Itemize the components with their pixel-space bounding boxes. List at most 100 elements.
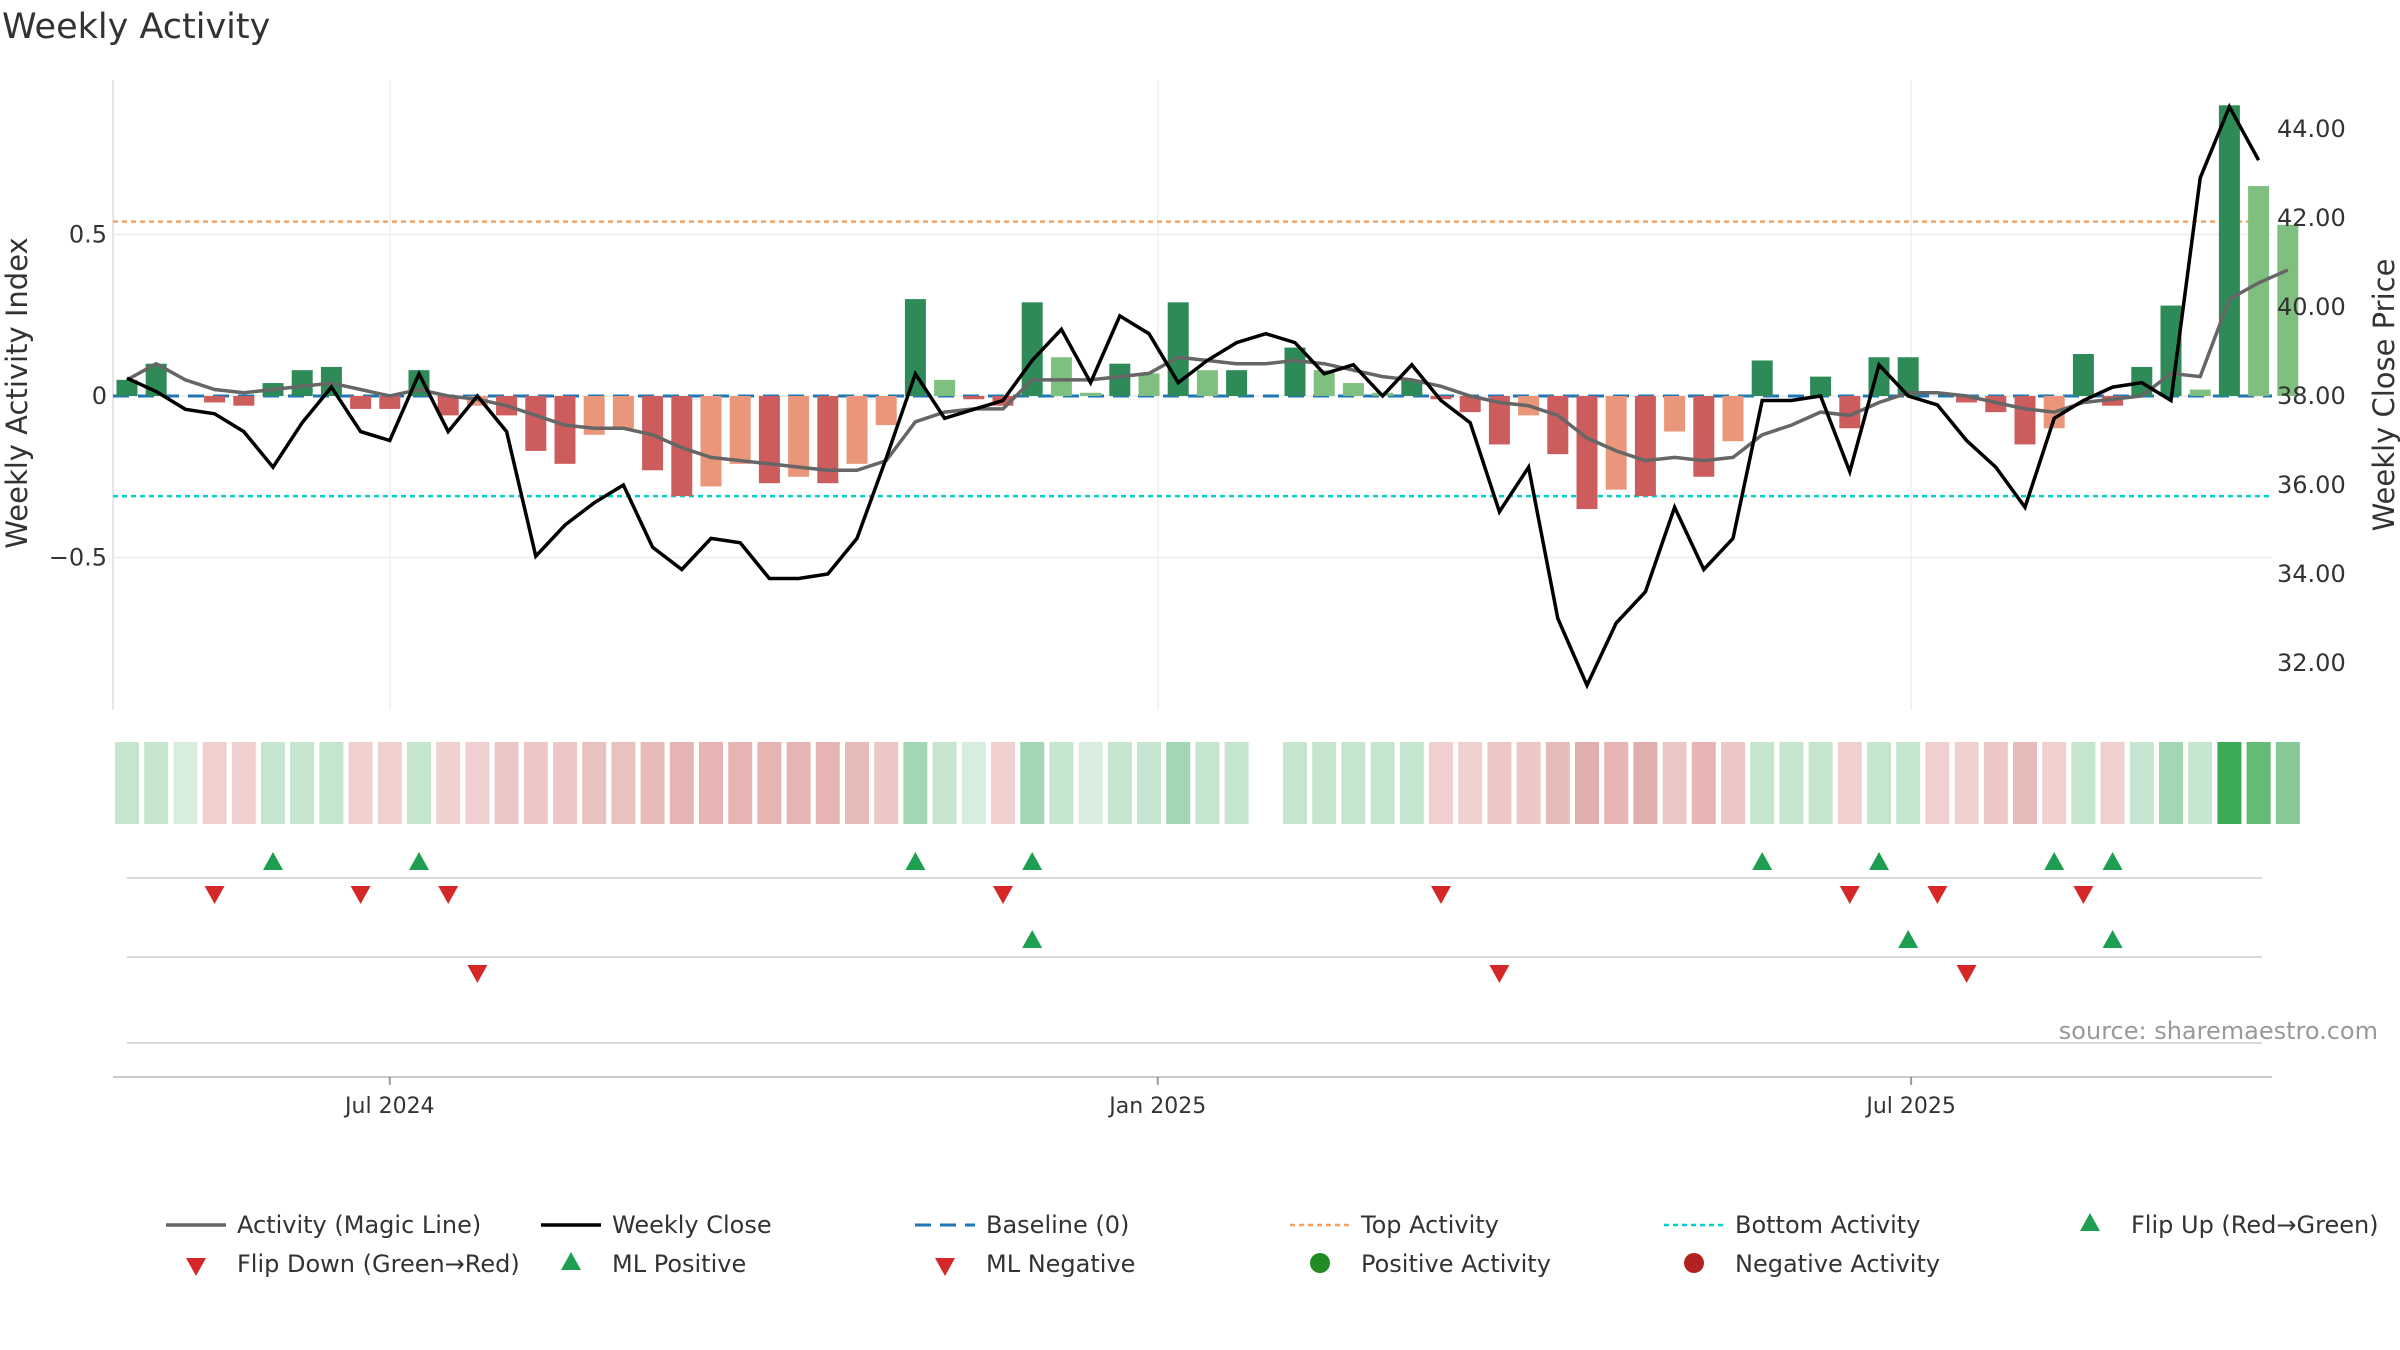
activity-bar bbox=[1196, 370, 1218, 396]
heatmap-cell bbox=[1721, 742, 1745, 824]
activity-bar bbox=[1576, 396, 1598, 510]
heatmap-cell bbox=[2013, 742, 2037, 824]
left-tick-label: 0.5 bbox=[69, 221, 107, 249]
legend-item: Activity (Magic Line) bbox=[166, 1211, 481, 1239]
signal-markers bbox=[204, 852, 2123, 983]
heatmap-cell bbox=[144, 742, 169, 824]
heatmap-cell bbox=[1662, 742, 1687, 824]
left-axis-label: Weekly Activity Index bbox=[0, 237, 34, 548]
activity-bar bbox=[1722, 396, 1744, 442]
activity-bar bbox=[1109, 363, 1131, 396]
activity-heatmap-strip bbox=[115, 742, 2300, 824]
legend-label: Baseline (0) bbox=[986, 1211, 1129, 1239]
legend-label: ML Positive bbox=[612, 1250, 746, 1278]
heatmap-cell bbox=[1283, 742, 1307, 824]
legend-green-circle-icon bbox=[1310, 1253, 1330, 1273]
heatmap-cell bbox=[115, 742, 139, 824]
activity-bar bbox=[204, 396, 226, 403]
activity-bar bbox=[1226, 370, 1248, 396]
heatmap-cell bbox=[757, 742, 782, 824]
heatmap-cell bbox=[961, 742, 986, 824]
weekly-close-line bbox=[126, 102, 2261, 690]
activity-bar bbox=[1284, 347, 1306, 396]
activity-bar bbox=[554, 396, 576, 464]
heatmap-cell bbox=[1867, 742, 1891, 824]
heatmap-cell bbox=[2217, 742, 2242, 824]
x-tick-label: Jan 2025 bbox=[1107, 1094, 1206, 1119]
heatmap-cell bbox=[1779, 742, 1804, 824]
legend-item: Flip Down (Green→Red) bbox=[186, 1250, 520, 1278]
heatmap-cell bbox=[436, 742, 461, 824]
heatmap-cell bbox=[1312, 742, 1337, 824]
heatmap-cell bbox=[290, 742, 315, 824]
heatmap-cell bbox=[1195, 742, 1220, 824]
activity-bar bbox=[2248, 186, 2270, 396]
heatmap-cell bbox=[1575, 742, 1599, 824]
activity-bar bbox=[2277, 224, 2299, 396]
activity-bar bbox=[1693, 396, 1715, 477]
heatmap-cell bbox=[1983, 742, 2008, 824]
heatmap-cell bbox=[2042, 742, 2067, 824]
chart-title: Weekly Activity bbox=[2, 7, 270, 47]
activity-bar bbox=[1459, 396, 1481, 413]
activity-bar bbox=[1839, 396, 1861, 429]
legend: Activity (Magic Line) Weekly Close Baselin… bbox=[166, 1211, 2379, 1278]
heatmap-cell bbox=[1224, 742, 1249, 824]
magic-line bbox=[126, 268, 2289, 473]
source-credit: source: sharemaestro.com bbox=[2059, 1017, 2378, 1045]
flip-up-marker bbox=[2102, 852, 2123, 870]
legend-label: Negative Activity bbox=[1735, 1250, 1940, 1278]
heatmap-cell bbox=[1341, 742, 1366, 824]
legend-triangle-up-icon bbox=[2080, 1213, 2100, 1231]
right-tick-label: 38.00 bbox=[2277, 382, 2346, 410]
activity-bar bbox=[1751, 360, 1773, 396]
legend-label: Top Activity bbox=[1360, 1211, 1499, 1239]
activity-bar bbox=[1664, 396, 1686, 432]
activity-bar bbox=[1430, 396, 1452, 400]
activity-bar bbox=[437, 396, 459, 416]
heatmap-cell bbox=[1545, 742, 1570, 824]
activity-bar bbox=[2072, 354, 2094, 396]
heatmap-cell bbox=[582, 742, 607, 824]
activity-bar bbox=[875, 396, 897, 426]
activity-bars bbox=[116, 105, 2299, 510]
activity-bar bbox=[1080, 392, 1102, 396]
activity-bar bbox=[1547, 396, 1569, 455]
heatmap-cell bbox=[173, 742, 198, 824]
activity-bar bbox=[1313, 370, 1335, 396]
activity-bar bbox=[379, 396, 401, 409]
x-tick-label: Jul 2024 bbox=[343, 1094, 435, 1119]
right-tick-label: 42.00 bbox=[2277, 204, 2346, 232]
heatmap-cell bbox=[611, 742, 636, 824]
legend-label: Bottom Activity bbox=[1735, 1211, 1920, 1239]
heatmap-cell bbox=[640, 742, 665, 824]
right-axis-ticks: 44.00 42.00 40.00 38.00 36.00 34.00 32.00 bbox=[2277, 115, 2346, 677]
heatmap-cell bbox=[815, 742, 840, 824]
flip-up-marker bbox=[1752, 852, 1773, 870]
ml-positive-marker bbox=[1898, 930, 1919, 948]
right-tick-label: 36.00 bbox=[2277, 471, 2346, 499]
heatmap-cell bbox=[932, 742, 957, 824]
heatmap-cell bbox=[669, 742, 694, 824]
activity-bar bbox=[788, 396, 810, 477]
heatmap-cell bbox=[728, 742, 753, 824]
heatmap-cell bbox=[1370, 742, 1395, 824]
legend-label: Flip Down (Green→Red) bbox=[237, 1250, 520, 1278]
legend-triangle-down-icon bbox=[186, 1258, 206, 1276]
x-tick-label: Jul 2025 bbox=[1864, 1094, 1956, 1119]
ml-negative-marker bbox=[1489, 965, 1510, 983]
heatmap-cell bbox=[553, 742, 577, 824]
heatmap-cell bbox=[1458, 742, 1483, 824]
heatmap-cell bbox=[699, 742, 723, 824]
heatmap-cell bbox=[903, 742, 928, 824]
legend-label: Positive Activity bbox=[1361, 1250, 1551, 1278]
heatmap-cell bbox=[874, 742, 899, 824]
legend-label: Flip Up (Red→Green) bbox=[2131, 1211, 2379, 1239]
activity-bar bbox=[350, 396, 372, 409]
heatmap-cell bbox=[1837, 742, 1862, 824]
activity-bar bbox=[2014, 396, 2036, 445]
heatmap-cell bbox=[319, 742, 344, 824]
flip-down-marker bbox=[1839, 886, 1860, 904]
heatmap-cell bbox=[786, 742, 811, 824]
heatmap-cell bbox=[1020, 742, 1045, 824]
